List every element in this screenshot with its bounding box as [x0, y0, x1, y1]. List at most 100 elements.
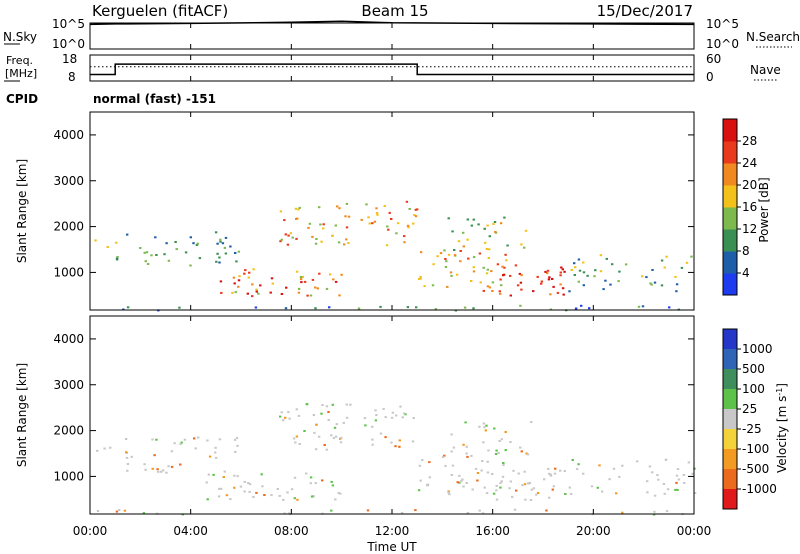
echo-cell [295, 408, 298, 411]
echo-cell [500, 438, 503, 441]
echo-cell [552, 285, 555, 288]
echo-cell [561, 287, 565, 290]
echo-cell [234, 450, 237, 453]
echo-cell [465, 452, 468, 455]
echo-cell [487, 449, 490, 452]
echo-cell [338, 207, 341, 210]
echo-cell [447, 490, 450, 493]
echo-cell [520, 243, 523, 246]
echo-cell [179, 443, 182, 446]
echo-cell [675, 474, 679, 477]
echo-cell [375, 212, 379, 214]
echo-cell [447, 217, 450, 220]
echo-cell [604, 279, 607, 282]
echo-cell [220, 291, 223, 294]
echo-cell [395, 232, 398, 235]
echo-cell [291, 236, 294, 239]
echo-cell [574, 266, 577, 269]
echo-cell [223, 470, 226, 473]
echo-cell [390, 416, 394, 419]
echo-cell [447, 253, 451, 256]
echo-cell [520, 288, 523, 291]
echo-cell [601, 490, 604, 493]
echo-cell [530, 421, 533, 423]
echo-cell [648, 465, 652, 468]
echo-cell [294, 441, 297, 444]
echo-cell [126, 469, 129, 472]
echo-cell [216, 252, 219, 255]
echo-cell [618, 475, 621, 478]
echo-cell [419, 479, 422, 482]
echo-cell [328, 306, 331, 309]
echo-cell [464, 421, 467, 424]
echo-cell [390, 218, 393, 220]
echo-cell [296, 217, 299, 220]
echo-cell [371, 443, 374, 446]
echo-cell [436, 255, 439, 258]
echo-cell [151, 438, 154, 441]
colorbar-segment [723, 185, 737, 208]
nsearch-tick-bottom: 10^0 [706, 37, 739, 51]
echo-cell [284, 416, 287, 419]
velocity-colorbar-label: Velocity [m s-1] [775, 383, 790, 473]
echo-cell [123, 509, 127, 512]
echo-cell [615, 492, 618, 495]
echo-cell [331, 403, 334, 406]
echo-cell [194, 447, 197, 450]
colorbar-tick-label: 4 [742, 266, 750, 280]
echo-cell [482, 422, 486, 425]
echo-cell [563, 470, 566, 472]
echo-cell [179, 463, 182, 466]
echo-cell [486, 471, 490, 474]
echo-cell [465, 445, 468, 448]
echo-cell [450, 433, 453, 436]
echo-cell [498, 290, 501, 293]
colorbar-segment [723, 389, 737, 410]
echo-cell [470, 454, 473, 457]
echo-cell [255, 290, 258, 293]
echo-cell [305, 403, 309, 406]
colorbar-segment [723, 449, 737, 470]
echo-cell [453, 249, 456, 251]
echo-cell [293, 497, 296, 500]
echo-cell [244, 269, 247, 272]
echo-cell [577, 258, 581, 261]
echo-cell [513, 508, 517, 511]
echo-cell [530, 488, 534, 491]
echo-cell [225, 494, 229, 497]
colorbar-tick-label: 24 [742, 156, 757, 170]
echo-cell [180, 441, 183, 444]
echo-cell [494, 230, 497, 233]
echo-cell [124, 438, 128, 440]
colorbar-tick-label: -100 [742, 442, 769, 456]
echo-cell [196, 242, 199, 245]
echo-cell [506, 244, 509, 247]
echo-cell [509, 480, 512, 483]
echo-cell [462, 485, 465, 488]
echo-cell [157, 470, 160, 473]
echo-cell [546, 269, 550, 272]
echo-cell [296, 498, 299, 501]
echo-cell [504, 449, 507, 452]
y-tick-label: 3000 [53, 378, 84, 392]
colorbar-segment [723, 229, 737, 252]
echo-cell [492, 492, 496, 495]
echo-cell [499, 292, 502, 295]
echo-cell [459, 260, 462, 263]
echo-cell [400, 511, 404, 514]
echo-cell [338, 294, 341, 297]
echo-cell [674, 488, 677, 491]
echo-cell [139, 247, 142, 249]
echo-cell [624, 263, 628, 266]
echo-cell [229, 245, 232, 248]
echo-cell [235, 437, 239, 439]
echo-cell [412, 417, 415, 419]
echo-cell [505, 259, 508, 262]
echo-cell [248, 483, 252, 486]
echo-cell [521, 484, 524, 487]
echo-cell [126, 233, 129, 236]
echo-cell [314, 482, 317, 485]
echo-cell [403, 235, 406, 238]
echo-cell [462, 231, 465, 234]
